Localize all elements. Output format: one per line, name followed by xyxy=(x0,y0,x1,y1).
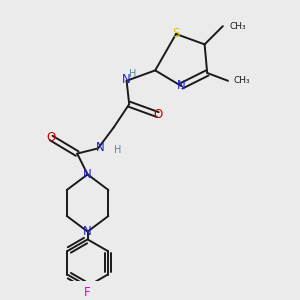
Text: O: O xyxy=(153,108,162,121)
Text: N: N xyxy=(122,73,131,86)
Text: S: S xyxy=(172,28,180,40)
Text: N: N xyxy=(83,168,92,181)
Text: O: O xyxy=(46,131,56,145)
Text: CH₃: CH₃ xyxy=(229,22,246,31)
Text: H: H xyxy=(114,145,121,155)
Text: N: N xyxy=(177,80,186,92)
Text: N: N xyxy=(83,225,92,238)
Text: F: F xyxy=(84,286,91,299)
Text: N: N xyxy=(96,141,105,154)
Text: H: H xyxy=(129,69,137,79)
Text: CH₃: CH₃ xyxy=(233,76,250,85)
